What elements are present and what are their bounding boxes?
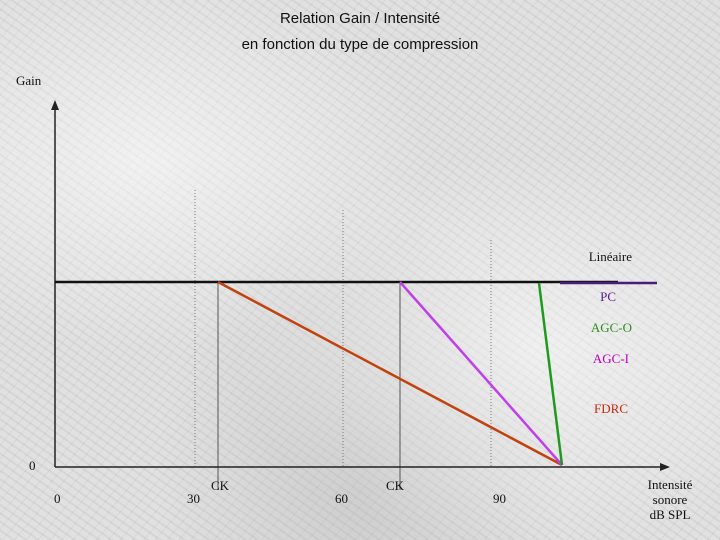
legend-fdrc: FDRC bbox=[594, 401, 628, 416]
legend-lineaire: Linéaire bbox=[588, 249, 632, 264]
y-zero-label: 0 bbox=[29, 458, 36, 473]
y-axis-label: Gain bbox=[16, 73, 42, 88]
x-axis-label: Intensité sonore dB SPL bbox=[640, 477, 700, 522]
x-tick-label: 30 bbox=[187, 491, 200, 506]
x-axis-label-line: Intensité bbox=[647, 477, 693, 492]
curve-agc-o bbox=[537, 282, 564, 466]
legend-pc: PC bbox=[600, 289, 616, 304]
legend-agc-o: AGC-O bbox=[590, 320, 632, 335]
x-tick-label: 60 bbox=[335, 491, 348, 506]
chart-title-line-2: en fonction du type de compression bbox=[241, 36, 479, 53]
x-tick-label: 0 bbox=[54, 491, 61, 506]
curve-fdrc bbox=[217, 280, 563, 467]
ck-label: CK bbox=[211, 478, 230, 493]
chart-title-line-1: Relation Gain / Intensité bbox=[279, 10, 441, 27]
legend-agc-i: AGC-I bbox=[592, 351, 629, 366]
ck-label: CK bbox=[386, 478, 405, 493]
x-tick-label: 90 bbox=[493, 491, 506, 506]
y-axis-arrow bbox=[51, 100, 59, 110]
x-axis-label-line: sonore bbox=[652, 492, 688, 507]
x-axis-label-line: dB SPL bbox=[649, 507, 691, 522]
x-axis-arrow bbox=[660, 463, 670, 471]
curve-agc-i bbox=[399, 281, 563, 466]
